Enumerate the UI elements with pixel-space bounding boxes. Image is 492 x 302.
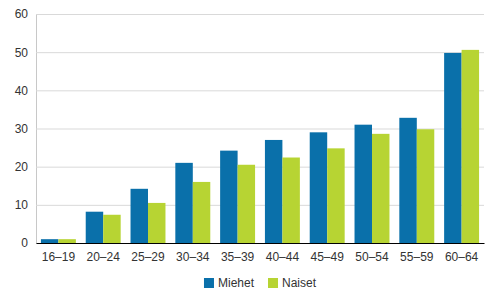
y-axis-line xyxy=(37,15,485,244)
x-tick: 30–34 xyxy=(176,243,210,264)
bar xyxy=(444,53,461,243)
bar xyxy=(327,148,344,243)
y-tick: 40 xyxy=(15,84,484,98)
bar xyxy=(41,239,58,243)
bar xyxy=(310,132,327,243)
legend-label: Miehet xyxy=(218,276,255,290)
x-tick-label: 35–39 xyxy=(221,250,255,264)
grid-line xyxy=(36,243,484,244)
x-tick-label: 55–59 xyxy=(400,250,434,264)
x-tick: 16–19 xyxy=(42,243,76,264)
legend-swatch xyxy=(204,278,214,288)
y-tick-label: 40 xyxy=(15,84,29,98)
x-tick: 25–29 xyxy=(131,243,165,264)
x-tick-label: 25–29 xyxy=(131,250,165,264)
bar xyxy=(282,158,299,243)
bar xyxy=(148,203,165,243)
bar xyxy=(462,50,479,243)
x-tick: 50–54 xyxy=(355,243,389,264)
bar xyxy=(103,215,120,243)
x-tick-label: 60–64 xyxy=(445,250,479,264)
x-tick-label: 45–49 xyxy=(311,250,345,264)
bar xyxy=(265,140,282,243)
x-tick: 20–24 xyxy=(87,243,121,264)
x-tick: 40–44 xyxy=(266,243,300,264)
y-tick-label: 30 xyxy=(15,122,29,136)
bar xyxy=(58,239,75,243)
grid-line xyxy=(36,90,484,91)
grid-line xyxy=(36,14,484,15)
y-tick-label: 20 xyxy=(15,160,29,174)
legend-label: Naiset xyxy=(282,276,317,290)
x-tick-label: 16–19 xyxy=(42,250,76,264)
bar xyxy=(175,163,192,243)
x-tick-label: 50–54 xyxy=(355,250,389,264)
legend-item: Naiset xyxy=(268,276,317,290)
y-tick: 50 xyxy=(15,46,484,60)
x-tick-label: 40–44 xyxy=(266,250,300,264)
x-tick: 45–49 xyxy=(311,243,345,264)
chart: 0 10 20 30 40 50 60 16–19 20–24 25–29 30–34 35–39 40… xyxy=(0,0,492,302)
legend-item: Miehet xyxy=(204,276,255,290)
x-tick: 35–39 xyxy=(221,243,255,264)
y-tick-label: 0 xyxy=(21,236,28,250)
x-tick: 55–59 xyxy=(400,243,434,264)
y-tick-label: 60 xyxy=(15,7,29,21)
bar xyxy=(372,134,389,243)
bar xyxy=(399,118,416,243)
bar xyxy=(238,165,255,243)
y-tick-label: 10 xyxy=(15,198,29,212)
bar xyxy=(193,182,210,243)
bar xyxy=(86,212,103,243)
grid-line xyxy=(36,52,484,53)
x-axis-line xyxy=(37,243,485,244)
legend-swatch xyxy=(268,278,278,288)
plot: 0 10 20 30 40 50 60 16–19 20–24 25–29 30–34 35–39 40… xyxy=(15,7,485,263)
y-tick: 60 xyxy=(15,7,484,21)
x-axis: 16–19 20–24 25–29 30–34 35–39 40–44 45–49 50–54… xyxy=(37,243,485,264)
legend: Miehet Naiset xyxy=(204,276,317,290)
y-axis: 0 10 20 30 40 50 60 xyxy=(15,7,484,250)
bar xyxy=(220,151,237,243)
bar xyxy=(131,189,148,243)
bars xyxy=(41,50,479,243)
x-tick: 60–64 xyxy=(445,243,479,264)
x-tick-label: 30–34 xyxy=(176,250,210,264)
bar xyxy=(355,125,372,243)
bar xyxy=(417,129,434,243)
x-tick-label: 20–24 xyxy=(87,250,121,264)
y-tick-label: 50 xyxy=(15,46,29,60)
